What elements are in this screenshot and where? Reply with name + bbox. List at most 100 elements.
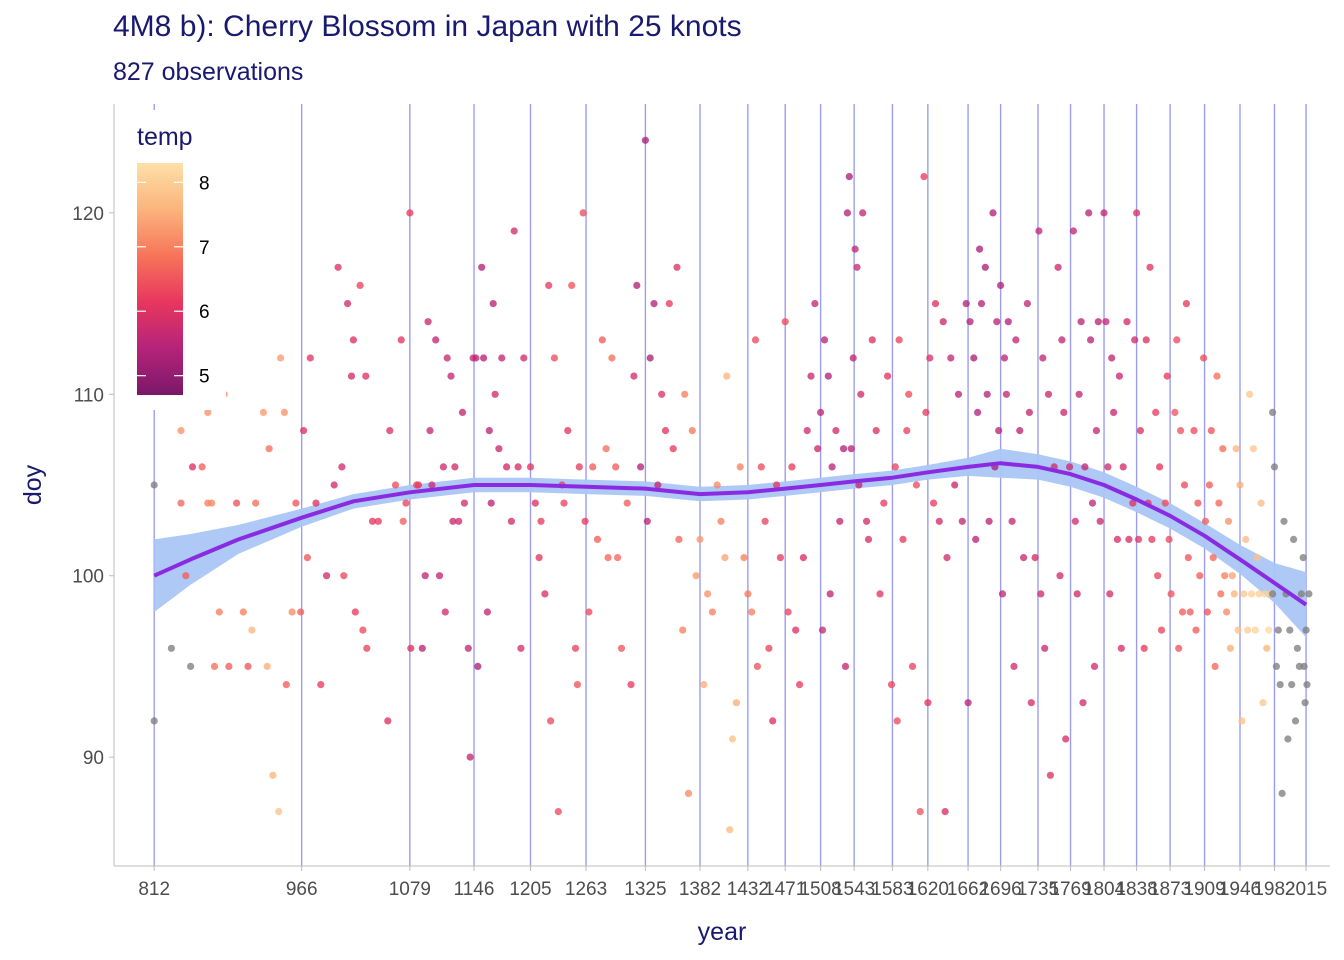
data-point xyxy=(1259,699,1267,707)
legend-title: temp xyxy=(137,123,193,151)
data-point xyxy=(210,662,219,671)
data-point xyxy=(514,463,522,471)
y-tick-label: 90 xyxy=(83,748,104,769)
data-point xyxy=(1182,300,1190,308)
data-point xyxy=(451,463,459,471)
data-point xyxy=(259,408,267,416)
data-point xyxy=(926,354,934,362)
x-tick-label: 1982 xyxy=(1253,879,1295,900)
data-point xyxy=(872,427,880,435)
data-point xyxy=(993,318,1001,326)
data-point xyxy=(265,445,273,453)
data-point xyxy=(985,517,993,525)
data-point xyxy=(1184,554,1192,562)
data-point xyxy=(432,336,440,344)
data-point xyxy=(826,590,834,598)
data-point xyxy=(899,535,907,544)
data-point xyxy=(916,808,924,816)
data-point xyxy=(1301,699,1309,707)
x-tick-label: 2015 xyxy=(1285,879,1327,900)
data-point xyxy=(248,626,256,634)
data-point xyxy=(681,390,689,398)
data-point xyxy=(922,408,930,416)
data-point xyxy=(215,608,223,616)
data-point xyxy=(177,427,185,435)
data-point xyxy=(646,354,654,362)
data-point xyxy=(397,336,405,344)
x-tick-label: 1079 xyxy=(389,879,431,900)
data-point xyxy=(1096,517,1104,525)
data-point xyxy=(675,535,683,544)
data-point xyxy=(269,771,277,779)
data-point xyxy=(989,209,997,217)
data-point xyxy=(391,481,400,489)
data-point xyxy=(661,427,670,435)
data-point xyxy=(498,354,506,362)
data-point xyxy=(958,517,966,525)
data-point xyxy=(841,662,850,671)
data-point xyxy=(824,372,832,380)
data-point xyxy=(748,608,756,616)
data-point xyxy=(1066,463,1074,471)
data-point xyxy=(981,263,989,271)
data-point xyxy=(439,463,447,471)
data-point xyxy=(1232,445,1240,453)
x-tick-label: 812 xyxy=(138,879,170,900)
data-point xyxy=(1073,590,1081,598)
data-point xyxy=(167,644,175,652)
data-point xyxy=(1196,572,1204,580)
chart-title: 4M8 b): Cherry Blossom in Japan with 25 … xyxy=(113,10,742,43)
data-point xyxy=(491,390,499,398)
data-point xyxy=(708,608,717,616)
data-point xyxy=(1056,572,1064,580)
data-point xyxy=(784,608,792,616)
data-point xyxy=(1094,318,1102,326)
data-point xyxy=(864,535,873,544)
x-tick-label: 1769 xyxy=(1049,879,1091,900)
axes: 90 100 110 120 812 966 1079 1146 1205 1263 1325 138… xyxy=(19,104,1330,946)
data-point xyxy=(244,662,252,671)
data-point xyxy=(1119,463,1127,471)
data-point xyxy=(560,499,568,507)
data-point xyxy=(617,644,626,652)
data-point xyxy=(1142,336,1150,344)
data-point xyxy=(1037,590,1045,598)
data-point xyxy=(1251,626,1259,634)
data-points xyxy=(150,136,1313,834)
data-point xyxy=(792,626,800,634)
ci-ribbon xyxy=(154,448,1307,638)
legend-tick-label: 6 xyxy=(199,302,210,323)
data-point xyxy=(1156,463,1164,471)
data-point xyxy=(868,336,876,344)
x-tick-label: 1696 xyxy=(979,879,1021,900)
data-point xyxy=(912,481,921,489)
data-point xyxy=(1012,336,1020,344)
data-point xyxy=(177,499,185,507)
data-point xyxy=(554,808,562,816)
data-point xyxy=(351,608,359,616)
data-point xyxy=(1246,390,1254,398)
data-point xyxy=(1077,318,1085,326)
data-point xyxy=(312,499,320,507)
data-point xyxy=(443,354,451,362)
data-point xyxy=(1177,427,1185,435)
data-point xyxy=(820,336,829,344)
data-point xyxy=(399,517,407,525)
data-point xyxy=(1280,517,1288,525)
x-tick-label: 1263 xyxy=(565,879,607,900)
data-point xyxy=(455,517,463,525)
data-point xyxy=(972,535,980,544)
data-point xyxy=(781,318,789,326)
data-point xyxy=(1117,644,1125,652)
data-point xyxy=(1284,735,1292,743)
data-point xyxy=(537,517,545,525)
data-point xyxy=(1058,336,1066,344)
data-point xyxy=(1152,408,1160,416)
data-point xyxy=(845,173,853,181)
data-point xyxy=(696,535,704,544)
data-point xyxy=(402,499,410,507)
data-point xyxy=(564,427,572,435)
data-point xyxy=(1215,499,1223,507)
data-point xyxy=(252,499,260,507)
data-point xyxy=(891,463,899,471)
